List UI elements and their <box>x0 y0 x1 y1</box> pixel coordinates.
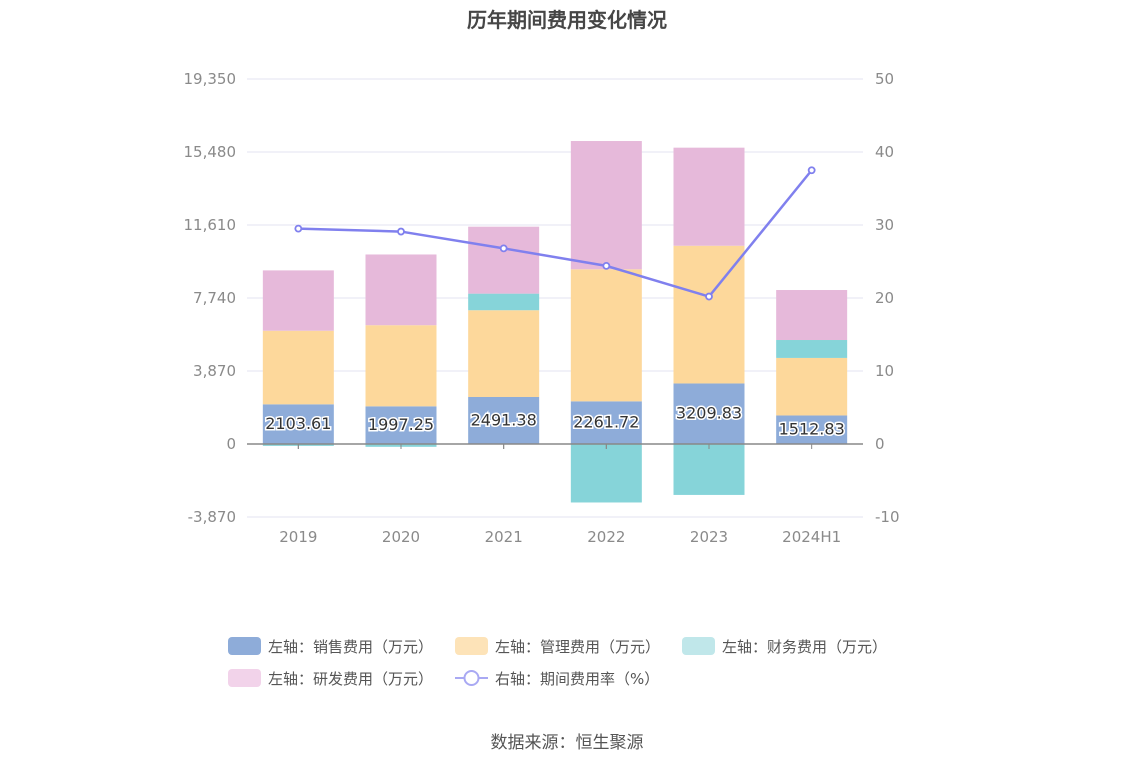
x-axis-tick-label: 2021 <box>485 528 523 546</box>
legend-swatch-management <box>455 637 489 655</box>
bar-1-2021 <box>468 310 540 398</box>
x-axis-tick-label: 2024H1 <box>782 528 841 546</box>
expense-rate-point <box>807 166 816 175</box>
left-axis-tick-label: 3,870 <box>193 362 236 380</box>
expense-rate-point <box>602 261 611 270</box>
expense-rate-point <box>294 224 303 233</box>
bar-0-2022 <box>570 401 642 444</box>
chart-title: 历年期间费用变化情况 <box>467 8 667 32</box>
bar-1-2019 <box>262 330 334 405</box>
bar-3-2023 <box>673 147 745 246</box>
legend-label-rnd: 左轴：研发费用（万元） <box>268 669 434 688</box>
legend-label-expense-rate: 右轴：期间费用率（%） <box>495 669 660 688</box>
x-axis-tick-label: 2023 <box>690 528 728 546</box>
bar-0-2024H1 <box>776 415 848 444</box>
legend-item-sales[interactable]: 左轴：销售费用（万元） <box>228 636 433 657</box>
left-axis-tick-label: 0 <box>226 435 236 453</box>
legend-swatch-finance <box>682 637 716 655</box>
legend-item-finance[interactable]: 左轴：财务费用（万元） <box>682 636 887 657</box>
data-label: 1512.83 <box>779 420 845 439</box>
legend-item-expense-rate[interactable]: 右轴：期间费用率（%） <box>455 668 659 689</box>
left-axis-tick-label: 15,480 <box>184 143 237 161</box>
right-axis-tick-label: -10 <box>875 508 900 526</box>
bar-3-2024H1 <box>776 290 848 341</box>
legend-item-management[interactable]: 左轴：管理费用（万元） <box>455 636 660 657</box>
right-axis-tick-label: 40 <box>875 143 894 161</box>
legend-label-finance: 左轴：财务费用（万元） <box>722 637 888 656</box>
bar-2-2022 <box>570 444 642 503</box>
data-label: 3209.83 <box>676 404 742 423</box>
bar-0-2021 <box>468 397 540 444</box>
legend-row-1: 左轴：销售费用（万元） 左轴：管理费用（万元） 左轴：财务费用（万元） <box>228 630 918 662</box>
legend-item-rnd[interactable]: 左轴：研发费用（万元） <box>228 668 433 689</box>
right-axis-tick-label: 50 <box>875 70 894 88</box>
x-axis-tick-label: 2022 <box>587 528 625 546</box>
legend-swatch-sales <box>228 637 261 655</box>
data-source: 数据来源：恒生聚源 <box>490 733 644 753</box>
right-axis-tick-label: 20 <box>875 289 894 307</box>
bar-0-2020 <box>365 406 437 444</box>
left-axis-tick-label: 19,350 <box>184 70 237 88</box>
data-label: 2261.72 <box>573 413 639 432</box>
expense-rate-point <box>705 292 713 301</box>
x-axis-tick-label: 2019 <box>279 528 317 546</box>
bar-3-2022 <box>570 141 642 270</box>
right-axis-tick-label: 0 <box>875 435 885 453</box>
bar-1-2022 <box>570 269 642 402</box>
bar-0-2019 <box>262 404 334 444</box>
data-label: 1997.25 <box>368 415 434 434</box>
bar-2-2023 <box>673 444 745 495</box>
legend-label-sales: 左轴：销售费用（万元） <box>268 637 434 656</box>
legend: 左轴：销售费用（万元） 左轴：管理费用（万元） 左轴：财务费用（万元） 左轴：研… <box>228 630 918 694</box>
bar-1-2020 <box>365 325 437 407</box>
left-axis-tick-label: 11,610 <box>184 216 237 234</box>
right-axis-tick-label: 30 <box>875 216 894 234</box>
bar-2-2021 <box>468 293 540 311</box>
left-axis-tick-label: -3,870 <box>188 508 236 526</box>
expense-rate-point <box>397 227 405 236</box>
expense-rate-line <box>298 169 813 298</box>
right-axis-tick-label: 10 <box>875 362 894 380</box>
bar-3-2019 <box>262 270 334 331</box>
bar-0-2023 <box>673 383 745 444</box>
legend-row-2: 左轴：研发费用（万元） 右轴：期间费用率（%） <box>228 662 918 694</box>
bar-2-2024H1 <box>776 340 848 358</box>
data-label: 2491.38 <box>471 411 537 430</box>
legend-swatch-rnd <box>228 669 261 687</box>
expense-rate-point <box>499 244 508 253</box>
x-axis-tick-label: 2020 <box>382 528 420 546</box>
data-label: 2103.61 <box>265 414 331 433</box>
left-axis-tick-label: 7,740 <box>193 289 236 307</box>
bar-3-2021 <box>468 226 540 294</box>
bar-3-2020 <box>365 254 437 326</box>
bar-1-2024H1 <box>776 357 848 416</box>
legend-swatch-expense-rate <box>455 670 489 686</box>
legend-label-management: 左轴：管理费用（万元） <box>495 637 661 656</box>
